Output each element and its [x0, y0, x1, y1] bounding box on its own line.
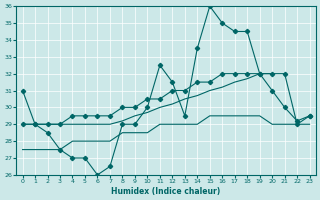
X-axis label: Humidex (Indice chaleur): Humidex (Indice chaleur) — [111, 187, 221, 196]
